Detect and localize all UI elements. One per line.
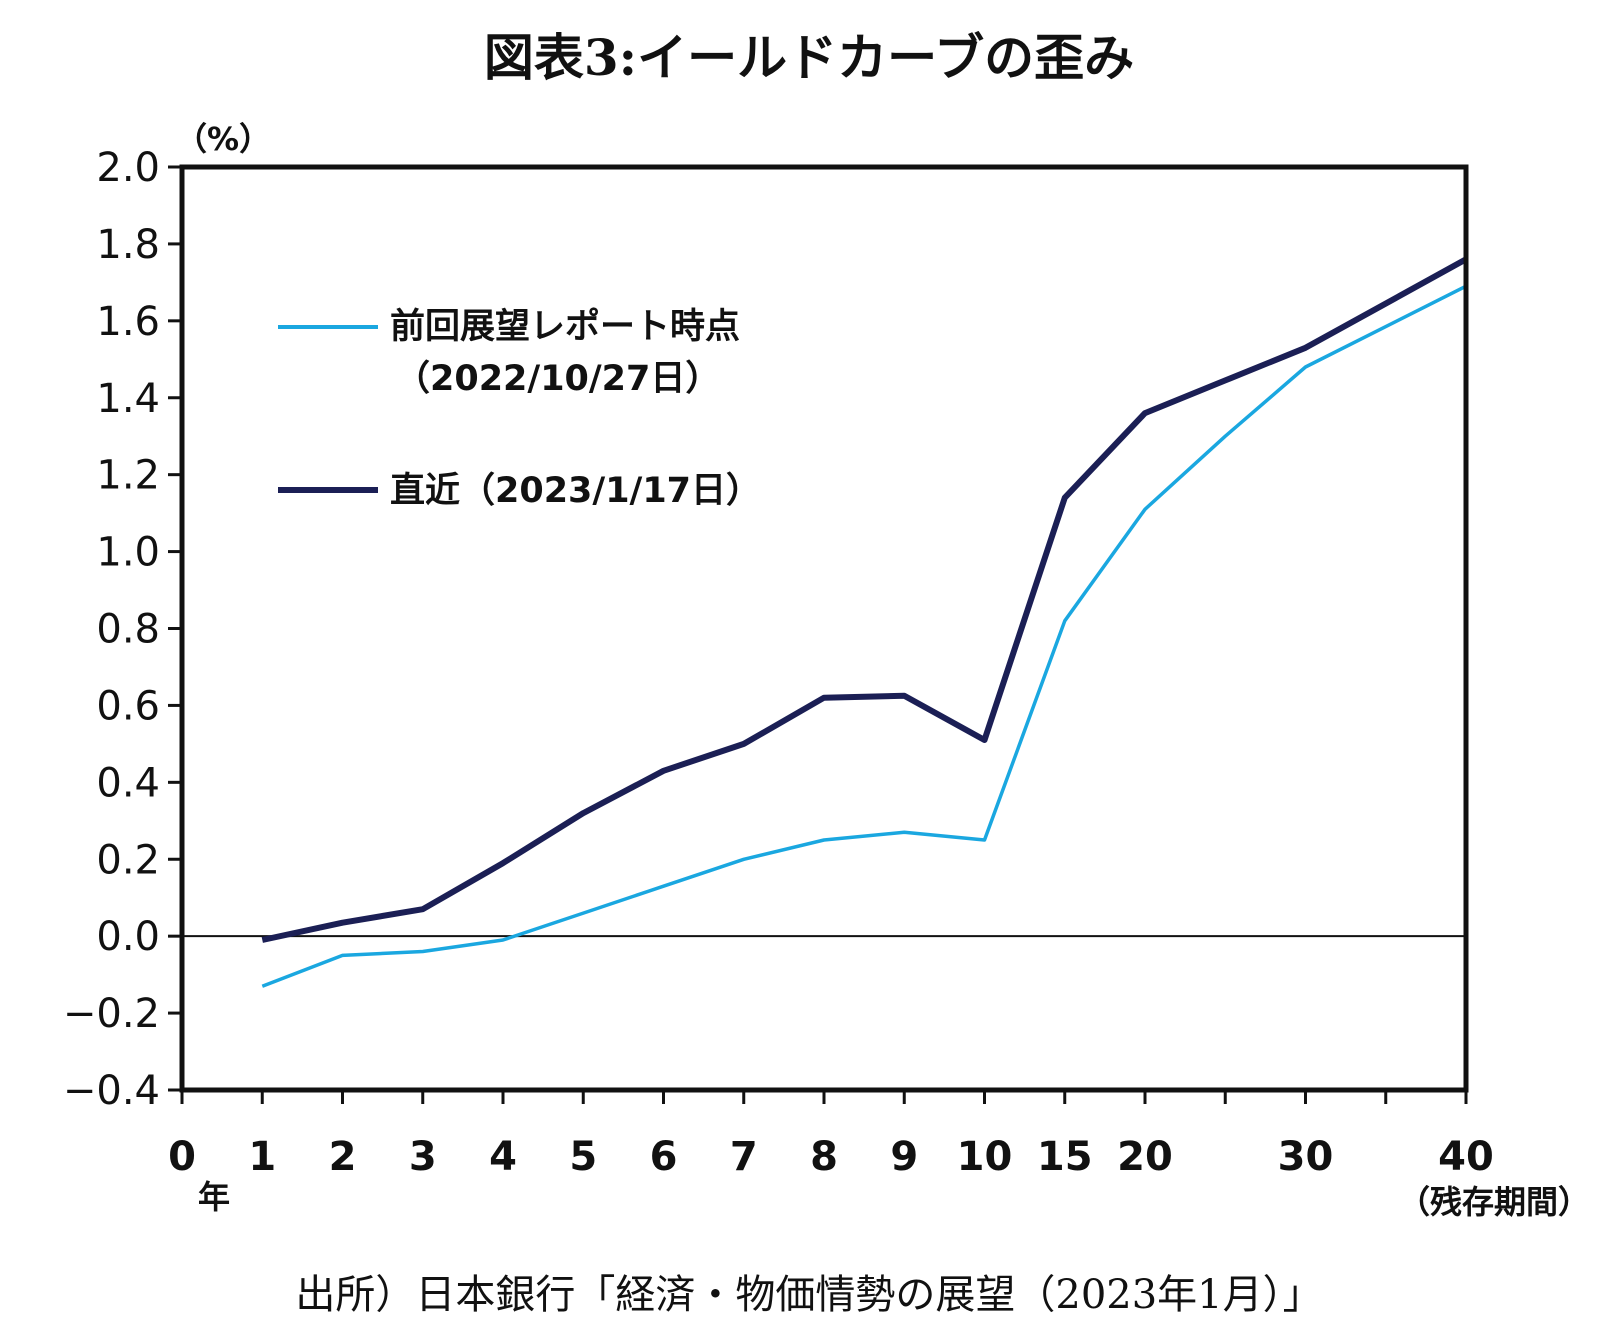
y-tick-label: 0.0 xyxy=(96,914,160,960)
legend: 前回展望レポート時点 （2022/10/27日） 直近（2023/1/17日） xyxy=(278,306,761,511)
series-line-previous xyxy=(261,284,1467,988)
y-tick-label: 1.8 xyxy=(96,222,160,268)
x-tick-label: 20 xyxy=(1117,1134,1173,1180)
y-tick-label: 0.4 xyxy=(96,760,160,806)
y-tick-label: −0.4 xyxy=(63,1068,160,1114)
legend-label-previous-date: （2022/10/27日） xyxy=(395,359,720,399)
chart-title: 図表3:イールドカーブの歪み xyxy=(483,28,1135,87)
legend-label-previous: 前回展望レポート時点 xyxy=(390,306,740,347)
x-tick-label: 9 xyxy=(890,1134,918,1180)
x-tick-label: 2 xyxy=(329,1134,357,1180)
legend-label-recent: 直近（2023/1/17日） xyxy=(390,471,761,511)
series-line-recent xyxy=(261,256,1468,943)
x-tick-label: 40 xyxy=(1438,1134,1494,1180)
x-tick-label: 3 xyxy=(409,1134,437,1180)
x-tick-label: 0 xyxy=(168,1134,196,1180)
x-tick-label: 10 xyxy=(957,1134,1013,1180)
y-tick-label: 2.0 xyxy=(96,145,160,191)
x-tick-label: 8 xyxy=(810,1134,838,1180)
y-tick-label: 1.0 xyxy=(96,530,160,576)
x-tick-label: 7 xyxy=(730,1134,758,1180)
y-unit-label: （%） xyxy=(175,120,271,158)
y-tick-label: −0.2 xyxy=(63,991,160,1037)
source-note: 出所）日本銀行「経済・物価情勢の展望（2023年1月）」 xyxy=(295,1272,1323,1318)
x-tick-label: 15 xyxy=(1037,1134,1093,1180)
y-tick-label: 1.4 xyxy=(96,376,160,422)
x-tick-label: 6 xyxy=(650,1134,678,1180)
x-axis-label: （残存期間） xyxy=(1398,1183,1590,1221)
y-tick-label: 0.6 xyxy=(96,683,160,729)
x-unit-label: 年 xyxy=(198,1178,230,1216)
x-tick-label: 4 xyxy=(489,1134,517,1180)
x-tick-label: 5 xyxy=(569,1134,597,1180)
y-tick-label: 0.2 xyxy=(96,837,160,883)
y-tick-label: 1.2 xyxy=(96,453,160,499)
plot-frame xyxy=(179,164,1469,1093)
x-tick-label: 30 xyxy=(1278,1134,1334,1180)
y-tick-label: 0.8 xyxy=(96,607,160,653)
x-tick-label: 1 xyxy=(248,1134,276,1180)
y-tick-label: 1.6 xyxy=(96,299,160,345)
